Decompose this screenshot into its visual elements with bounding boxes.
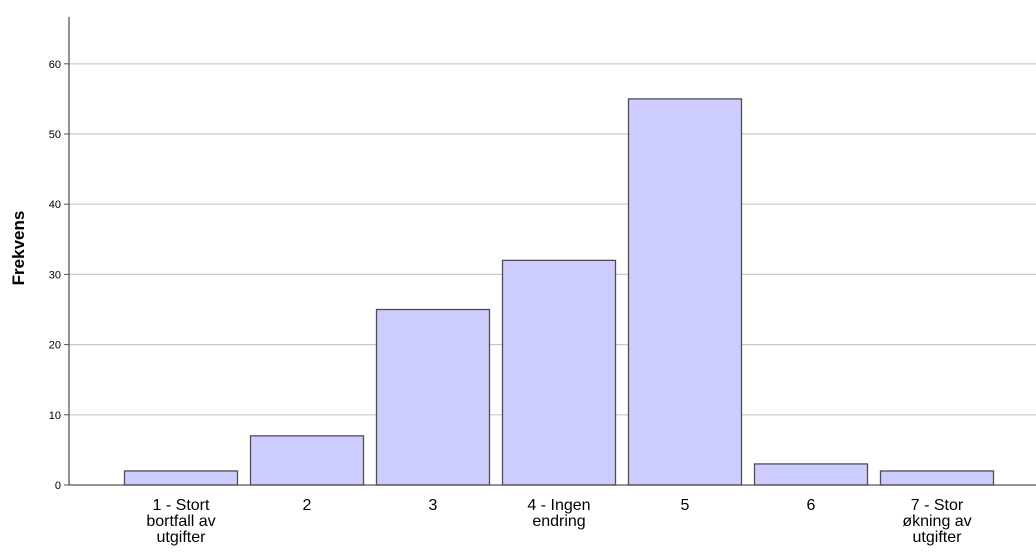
x-tick-label-1: 1 - Stort bortfall av utgifter [146,497,215,546]
bar-6 [753,463,869,486]
x-tick-label-line: 6 [807,497,816,514]
x-tick-label-4: 4 - Ingen endring [527,497,590,530]
x-tick-label-line: 7 - Stor [911,497,964,514]
y-tick-label-10: 10 [49,410,61,422]
bar-1 [123,470,239,486]
bar-7 [879,470,995,486]
y-tick-label-0: 0 [55,480,61,492]
x-tick-label-line: 5 [681,497,690,514]
x-tick-label-line: økning av [902,513,971,530]
x-tick-label-5: 5 [681,497,690,514]
y-tick-label-50: 50 [49,129,61,141]
bar-2 [249,435,365,486]
x-tick-label-line: utgifter [913,529,963,546]
x-tick-label-3: 3 [429,497,438,514]
bar-5 [627,98,743,486]
bars [123,98,995,486]
x-tick-label-line: 4 - Ingen [527,497,590,514]
x-tick-label-line: 1 - Stort [153,497,210,514]
bar-3 [375,308,491,486]
x-tick-label-line: 3 [429,497,438,514]
x-tick-label-7: 7 - Stor økning av utgifter [902,497,971,546]
y-tick-label-20: 20 [49,340,61,352]
y-tick-label-60: 60 [49,59,61,71]
y-tick-label-30: 30 [49,269,61,281]
y-axis-title: Frekvens [9,211,28,286]
bar-4 [501,259,617,486]
x-tick-label-line: endring [532,513,585,530]
x-tick-label-6: 6 [807,497,816,514]
axes [64,17,1036,486]
x-tick-label-2: 2 [303,497,312,514]
x-tick-label-line: 2 [303,497,312,514]
y-tick-label-40: 40 [49,199,61,211]
x-tick-label-line: bortfall av [146,513,215,530]
x-tick-label-line: utgifter [157,529,207,546]
